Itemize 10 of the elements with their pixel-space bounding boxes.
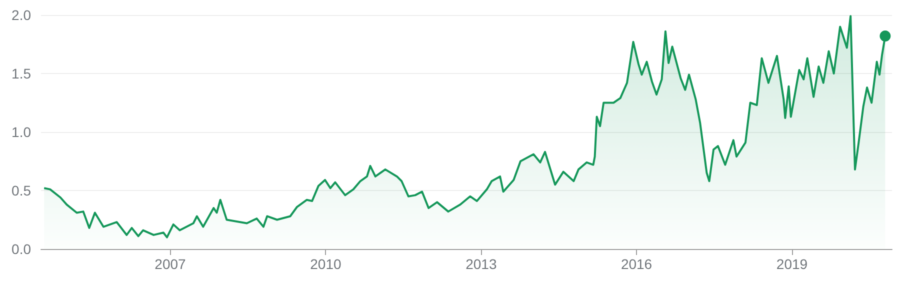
x-tick-label: 2007 <box>154 256 186 272</box>
x-tick-label: 2019 <box>776 256 808 272</box>
y-tick-label: 2.0 <box>12 7 32 23</box>
x-tick-label: 2010 <box>310 256 342 272</box>
x-tick-label: 2016 <box>620 256 652 272</box>
y-tick-label: 0.5 <box>12 182 32 198</box>
y-tick-label: 1.5 <box>12 66 32 82</box>
y-tick-label: 0.0 <box>12 241 32 257</box>
y-tick-label: 1.0 <box>12 124 32 140</box>
x-tick-label: 2013 <box>466 256 497 272</box>
